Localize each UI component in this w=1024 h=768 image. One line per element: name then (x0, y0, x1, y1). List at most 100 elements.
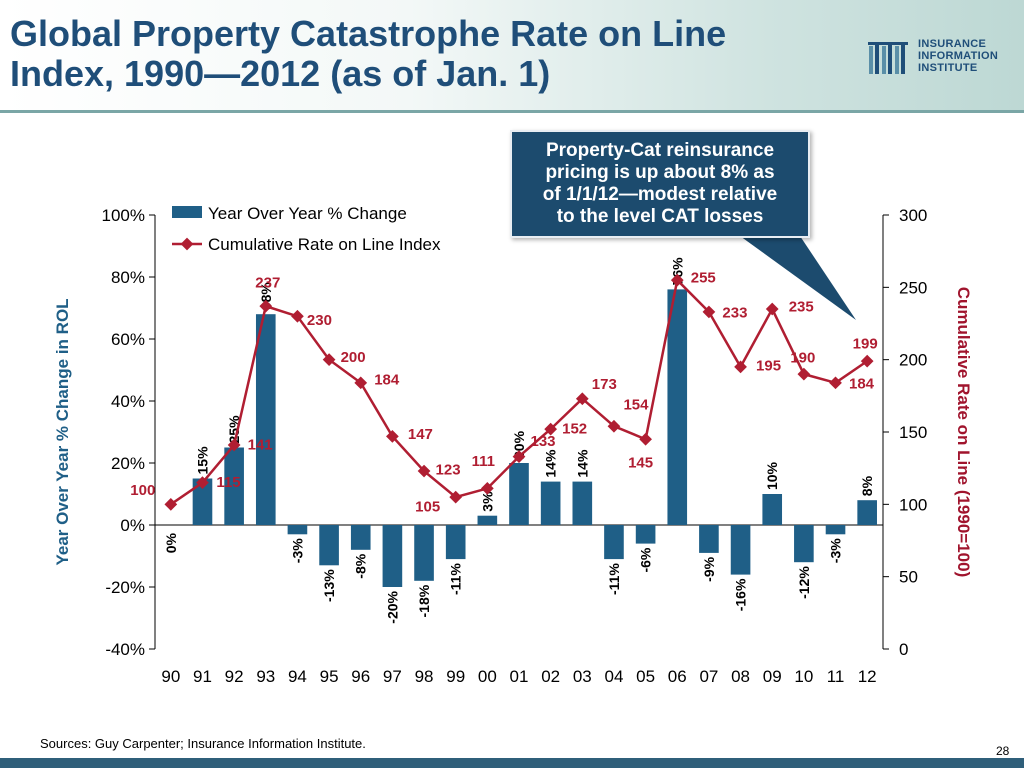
page-number: 28 (996, 744, 1010, 758)
page-title: Global Property Catastrophe Rate on Line… (10, 14, 850, 94)
index-value-label: 145 (628, 455, 653, 472)
bar (224, 447, 244, 525)
source-note: Sources: Guy Carpenter; Insurance Inform… (40, 736, 366, 751)
bar (699, 525, 719, 553)
bar (382, 525, 403, 587)
index-value-label: 111 (472, 453, 495, 470)
x-tick-label: 10 (794, 667, 813, 686)
x-tick-label: 06 (668, 667, 687, 686)
index-value-label: 173 (592, 376, 617, 393)
callout-line-4: to the level CAT losses (556, 206, 764, 227)
right-tick-label: 150 (899, 423, 927, 442)
index-marker (734, 360, 747, 374)
logo-line-3: INSTITUTE (918, 62, 978, 74)
bar (667, 289, 688, 525)
callout-line-3: of 1/1/12—modest relative (542, 184, 778, 205)
bar-label: -3% (828, 538, 844, 563)
callout-text: Property-Cat reinsurance pricing is up a… (520, 140, 800, 228)
bar-label: -3% (289, 538, 305, 563)
x-tick-label: 05 (636, 667, 655, 686)
index-value-label: 255 (691, 270, 716, 287)
bar (509, 463, 529, 525)
bar (794, 525, 814, 563)
index-value-label: 184 (374, 371, 400, 388)
index-value-label: 235 (789, 299, 814, 316)
right-tick-label: 200 (899, 351, 927, 370)
x-tick-label: 09 (763, 667, 782, 686)
bar-label: -11% (448, 563, 464, 595)
bar (319, 525, 339, 566)
institute-logo: INSURANCE INFORMATION INSTITUTE (868, 38, 1018, 78)
left-tick-label: 100% (102, 206, 145, 225)
x-tick-label: 07 (699, 667, 718, 686)
index-value-label: 233 (722, 304, 747, 321)
index-value-label: 184 (849, 375, 875, 392)
right-tick-label: 0 (899, 640, 908, 659)
index-value-label: 152 (562, 421, 587, 438)
bar-label: 8% (859, 475, 875, 496)
x-tick-label: 93 (256, 667, 275, 686)
index-marker (480, 482, 494, 495)
bar-label: -12% (796, 566, 812, 599)
bar (477, 515, 498, 525)
x-tick-label: 02 (541, 667, 560, 686)
index-marker (291, 309, 304, 323)
index-value-label: 105 (415, 499, 440, 516)
bar-label: -9% (701, 556, 717, 581)
left-tick-label: 60% (111, 330, 145, 349)
index-marker (386, 429, 399, 443)
index-marker (259, 299, 273, 313)
left-tick-label: -40% (105, 640, 145, 659)
legend-bar-swatch (172, 206, 202, 218)
left-tick-label: 40% (111, 392, 145, 411)
bar (825, 525, 846, 535)
index-marker (417, 464, 431, 478)
index-marker (196, 476, 209, 489)
x-tick-label: 01 (510, 667, 529, 686)
bar-label: 0% (163, 532, 179, 553)
index-marker (322, 353, 336, 367)
index-marker (354, 376, 368, 390)
bar-label: -8% (353, 553, 369, 578)
x-tick-label: 98 (415, 667, 434, 686)
right-axis-title: Cumulative Rate on Line (1990=100) (954, 287, 973, 578)
bar-label: -20% (384, 590, 400, 623)
bar-label: -6% (638, 547, 654, 572)
x-tick-label: 97 (383, 667, 402, 686)
bar (762, 494, 783, 525)
index-marker (227, 438, 241, 452)
x-tick-label: 00 (478, 667, 497, 686)
index-value-label: 141 (248, 437, 273, 454)
logo-line-1: INSURANCE (918, 38, 987, 50)
x-tick-label: 03 (573, 667, 592, 686)
index-marker (797, 367, 811, 381)
index-value-label: 190 (790, 350, 815, 367)
index-value-label: 237 (255, 275, 280, 292)
x-tick-label: 12 (858, 667, 877, 686)
footer-bar (0, 758, 1024, 768)
x-tick-label: 08 (731, 667, 750, 686)
left-tick-label: -20% (105, 578, 145, 597)
x-tick-label: 94 (288, 667, 307, 686)
index-value-label: 147 (408, 426, 433, 443)
header-band (0, 0, 1024, 112)
right-tick-label: 300 (899, 206, 927, 225)
x-tick-label: 95 (320, 667, 339, 686)
x-tick-label: 99 (446, 667, 465, 686)
bar-label: 15% (194, 446, 210, 475)
index-value-label: 123 (436, 462, 461, 479)
bar (414, 525, 434, 581)
x-tick-label: 92 (225, 667, 244, 686)
bar (255, 314, 276, 525)
header-divider (0, 110, 1024, 113)
x-tick-label: 90 (161, 667, 180, 686)
bar-label: -18% (416, 584, 432, 617)
callout-line-1: Property-Cat reinsurance (545, 140, 775, 161)
index-value-label: 195 (756, 357, 781, 374)
x-tick-label: 96 (351, 667, 370, 686)
x-tick-label: 91 (193, 667, 212, 686)
title-line-1: Global Property Catastrophe Rate on Line (10, 13, 727, 54)
index-value-label: 199 (853, 336, 878, 353)
bar (192, 478, 213, 525)
